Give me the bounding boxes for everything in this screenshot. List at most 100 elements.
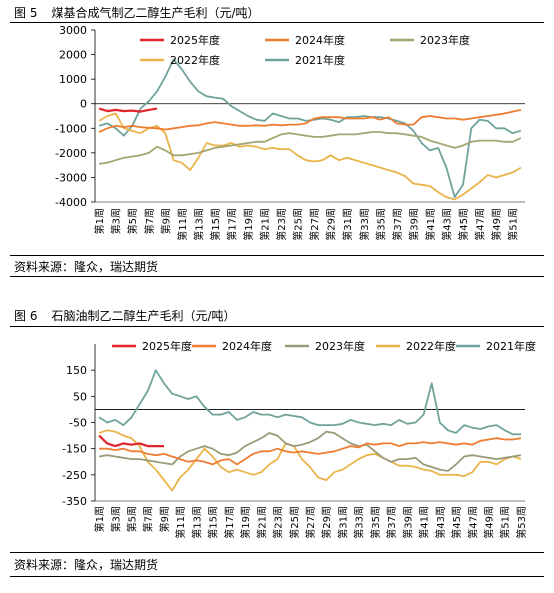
series-line-2022年度 [98, 112, 522, 201]
source-note: 资料来源：隆众，瑞达期货 [14, 260, 159, 274]
x-tick-label: 第45周 [450, 506, 463, 539]
source-bottom-rule [10, 576, 544, 577]
x-tick-label: 第1周 [93, 208, 106, 234]
series-line-2024年度 [98, 109, 522, 133]
x-tick-label: 第5周 [126, 208, 139, 234]
x-tick-label: 第9周 [158, 506, 171, 532]
figure-caption: 石脑油制乙二醇生产毛利（元/吨） [51, 309, 236, 323]
figure-caption: 煤基合成气制乙二醇生产毛利（元/吨） [51, 6, 260, 20]
figure-title: 图 5 煤基合成气制乙二醇生产毛利（元/吨） [14, 4, 260, 21]
y-tick-label: -150 [62, 443, 87, 456]
x-tick-label: 第5周 [126, 506, 139, 532]
x-tick-label: 第27周 [308, 208, 321, 241]
y-tick-label: 150 [66, 364, 87, 377]
legend-label: 2021年度 [486, 339, 536, 353]
x-tick-label: 第7周 [143, 208, 156, 234]
title-rule [10, 326, 544, 327]
x-tick-label: 第13周 [190, 506, 203, 539]
y-tick-label: 2000 [59, 49, 87, 62]
x-tick-label: 第17周 [223, 506, 236, 539]
series-line-2024年度 [99, 437, 522, 466]
source-rule [10, 552, 544, 553]
x-tick-label: 第15周 [209, 208, 222, 241]
x-tick-label: 第27周 [304, 506, 317, 539]
x-tick-label: 第23周 [275, 208, 288, 241]
x-tick-label: 第39周 [401, 506, 414, 539]
x-tick-label: 第51周 [507, 208, 520, 241]
x-tick-label: 第21周 [255, 506, 268, 539]
series-line-2022年度 [98, 429, 522, 492]
x-tick-label: 第25周 [292, 208, 305, 241]
x-tick-label: 第41周 [424, 208, 437, 241]
legend-label: 2022年度 [406, 339, 456, 353]
x-tick-label: 第45周 [457, 208, 470, 241]
series-line-2021年度 [98, 369, 521, 436]
series-line-2023年度 [98, 131, 522, 165]
x-tick-label: 第43周 [434, 506, 447, 539]
x-tick-label: 第39周 [407, 208, 420, 241]
y-tick-label: 0 [80, 98, 87, 111]
y-tick-label: -50 [69, 417, 87, 430]
y-tick-label: 3000 [59, 24, 87, 37]
x-tick-label: 第7周 [142, 506, 155, 532]
source-bottom-rule [10, 276, 544, 277]
x-tick-label: 第53周 [515, 506, 528, 539]
x-tick-label: 第19周 [239, 506, 252, 539]
legend-label: 2023年度 [420, 33, 470, 47]
x-tick-label: 第1周 [93, 506, 106, 532]
x-tick-label: 第37周 [391, 208, 404, 241]
y-tick-label: 1000 [59, 73, 87, 86]
x-tick-label: 第41周 [418, 506, 431, 539]
legend-label: 2025年度 [170, 33, 220, 47]
x-tick-label: 第47周 [466, 506, 479, 539]
x-tick-label: 第51周 [499, 506, 512, 539]
x-tick-label: 第35周 [374, 208, 387, 241]
x-tick-label: 第9周 [159, 208, 172, 234]
x-tick-label: 第37周 [385, 506, 398, 539]
x-tick-label: 第19周 [242, 208, 255, 241]
legend-label: 2025年度 [142, 339, 192, 353]
source-rule [10, 255, 544, 256]
x-tick-label: 第13周 [192, 208, 205, 241]
x-tick-label: 第31周 [336, 506, 349, 539]
x-tick-label: 第33周 [358, 208, 371, 241]
x-tick-label: 第15周 [207, 506, 220, 539]
x-tick-label: 第21周 [259, 208, 272, 241]
legend-label: 2024年度 [222, 339, 272, 353]
x-tick-label: 第49周 [490, 208, 503, 241]
y-tick-label: 50 [73, 390, 87, 403]
y-tick-label: -250 [62, 469, 87, 482]
x-tick-label: 第35周 [369, 506, 382, 539]
x-tick-label: 第25周 [288, 506, 301, 539]
legend-label: 2021年度 [295, 53, 345, 67]
figure-number: 图 5 [14, 6, 38, 20]
series-line-2025年度 [98, 434, 164, 448]
title-rule [10, 22, 544, 23]
source-note: 资料来源：隆众，瑞达期货 [14, 558, 159, 572]
y-tick-label: -2000 [55, 147, 87, 160]
x-tick-label: 第29周 [320, 506, 333, 539]
x-tick-label: 第11周 [174, 506, 187, 539]
x-tick-label: 第3周 [110, 208, 123, 234]
series-line-2025年度 [98, 107, 158, 113]
chart-naphtha-margin: 15050-50-150-250-350第1周 第3周 第5周 第7周 第9周 第11周第… [62, 339, 536, 539]
x-tick-label: 第29周 [325, 208, 338, 241]
x-tick-label: 第23周 [272, 506, 285, 539]
x-tick-label: 第31周 [341, 208, 354, 241]
x-tick-label: 第11周 [176, 208, 189, 241]
figure-number: 图 6 [14, 309, 38, 323]
legend-label: 2023年度 [315, 339, 365, 353]
x-tick-label: 第3周 [109, 506, 122, 532]
legend-label: 2024年度 [295, 33, 345, 47]
series-line-2023年度 [98, 430, 522, 472]
x-tick-label: 第33周 [353, 506, 366, 539]
y-tick-label: -4000 [55, 196, 87, 209]
x-tick-label: 第43周 [440, 208, 453, 241]
figure-title: 图 6 石脑油制乙二醇生产毛利（元/吨） [14, 307, 236, 324]
x-tick-label: 第17周 [225, 208, 238, 241]
y-tick-label: -1000 [55, 122, 87, 135]
x-tick-label: 第49周 [482, 506, 495, 539]
chart-coal-margin: 3000200010000-1000-2000-3000-4000第1周 第3周第… [55, 24, 525, 241]
x-tick-label: 第47周 [474, 208, 487, 241]
legend-label: 2022年度 [170, 53, 220, 67]
